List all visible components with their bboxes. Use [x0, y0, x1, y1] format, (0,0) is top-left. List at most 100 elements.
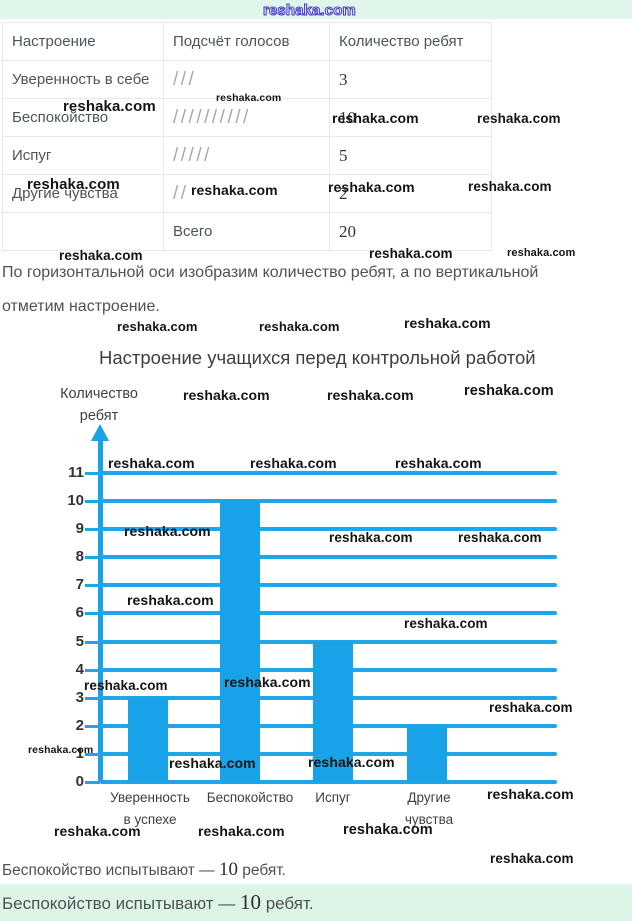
watermark-outline: reshaka.com: [262, 1, 356, 19]
mood-cell: Испуг: [2, 136, 164, 175]
watermark: reshaka.com: [198, 823, 285, 839]
y-axis-label: Количество ребят: [40, 383, 158, 427]
watermark: reshaka.com: [108, 455, 195, 471]
watermark: reshaka.com: [28, 744, 94, 756]
mood-cell: Беспокойство: [2, 98, 164, 137]
gridline: [100, 499, 557, 503]
y-tick-label: 5: [75, 632, 84, 650]
watermark: reshaka.com: [308, 754, 395, 770]
chart-title: Настроение учащихся перед контрольной ра…: [99, 347, 536, 368]
y-tick-label: 4: [75, 660, 84, 678]
gridline: [100, 611, 557, 616]
category-label-line: чувства: [404, 812, 454, 827]
watermark: reshaka.com: [27, 176, 120, 193]
category-label-line: в успехе: [123, 812, 177, 827]
y-tick-label: 0: [75, 773, 84, 790]
y-axis-line: [98, 436, 103, 783]
gridline: [100, 583, 557, 588]
watermark: reshaka.com: [191, 182, 278, 198]
y-axis-label-line-1: Количество: [60, 386, 138, 402]
y-tick: [85, 752, 100, 756]
tally-cell: Всего: [163, 212, 330, 251]
category-label: Уверенность в успехе: [85, 787, 215, 831]
y-tick: [85, 781, 100, 784]
watermark: reshaka.com: [369, 246, 453, 261]
intro-paragraph: По горизонтальной оси изобразим количест…: [2, 256, 630, 324]
y-tick: [85, 668, 100, 672]
watermark: reshaka.com: [127, 592, 214, 608]
watermark: reshaka.com: [216, 92, 282, 104]
y-tick: [85, 640, 100, 644]
column-header: Настроение: [2, 22, 164, 61]
count-cell: 5: [329, 136, 492, 175]
category-label-line: Уверенность: [110, 790, 190, 805]
watermark: reshaka.com: [477, 111, 561, 126]
y-tick-label: 1: [75, 744, 84, 762]
answer-prefix: Беспокойство испытывают —: [2, 894, 240, 913]
table-header-row: Настроение Подсчёт голосов Количество ребя…: [2, 22, 492, 61]
tally-cell: ///: [163, 60, 330, 99]
watermark: reshaka.com: [489, 700, 573, 715]
watermark: reshaka.com: [395, 455, 482, 471]
conclusion-suffix: ребят.: [238, 862, 286, 879]
y-axis-arrow-icon: [91, 424, 109, 441]
watermark: reshaka.com: [328, 179, 415, 195]
gridline: [100, 555, 557, 560]
watermark: reshaka.com: [259, 319, 340, 334]
watermark: reshaka.com: [169, 755, 256, 771]
watermark: reshaka.com: [183, 387, 270, 403]
conclusion-prefix: Беспокойство испытывают —: [2, 862, 219, 879]
category-label: Беспокойство: [185, 787, 315, 809]
watermark: reshaka.com: [54, 823, 141, 839]
intro-line-1: По горизонтальной оси изобразим количест…: [2, 264, 539, 281]
answer-number: 10: [239, 890, 261, 914]
bar: [313, 641, 353, 782]
highlighted-answer-strip: Беспокойство испытывают — 10 ребят.: [0, 884, 632, 921]
y-tick: [85, 696, 100, 700]
watermark: reshaka.com: [59, 248, 143, 263]
column-header: Подсчёт голосов: [163, 22, 330, 61]
watermark: reshaka.com: [332, 110, 419, 126]
tally-cell: //: [163, 174, 330, 213]
watermark: reshaka.com: [468, 179, 552, 194]
column-header: Количество ребят: [329, 22, 492, 61]
watermark: reshaka.com: [224, 674, 311, 690]
y-axis-label-line-2: ребят: [79, 408, 119, 424]
watermark: reshaka.com: [329, 530, 413, 545]
y-tick-label: 8: [75, 548, 84, 566]
watermark: reshaka.com: [404, 616, 488, 631]
watermark: reshaka.com: [327, 387, 414, 403]
watermark: reshaka.com: [343, 822, 433, 838]
answer-suffix: ребят.: [260, 894, 314, 913]
bar: [407, 726, 447, 782]
watermark: reshaka.com: [404, 315, 491, 331]
watermark: reshaka.com: [487, 786, 574, 802]
count-cell: 20: [329, 212, 492, 251]
top-mint-strip: [0, 0, 632, 19]
tally-cell: //////////: [163, 98, 330, 137]
y-tick-label: 11: [68, 463, 84, 481]
y-tick-label: 6: [75, 604, 84, 622]
conclusion-number: 10: [219, 859, 238, 880]
table-row: Испуг/////5: [2, 136, 492, 175]
mood-cell: Уверенность в себе: [2, 60, 164, 99]
bar: [128, 698, 168, 782]
category-label-line: Испуг: [315, 790, 351, 805]
table-row: Беспокойство//////////10: [2, 98, 492, 137]
table-row: Всего 20: [2, 212, 492, 251]
y-tick-label: 3: [75, 688, 84, 706]
watermark: reshaka.com: [250, 455, 337, 471]
mood-cell: Другие чувства: [2, 174, 164, 213]
watermark: reshaka.com: [117, 319, 198, 334]
intro-line-2: отметим настроение.: [2, 298, 160, 315]
conclusion-line: Беспокойство испытывают — 10 ребят.: [2, 858, 286, 883]
y-tick: [85, 584, 100, 588]
category-label-line: Беспокойство: [206, 790, 294, 805]
tally-cell: /////: [163, 136, 330, 175]
watermark: reshaka.com: [124, 523, 211, 539]
tally-table: Настроение Подсчёт голосов Количество ребя…: [2, 22, 492, 251]
bar: [220, 501, 260, 782]
category-label: Испуг: [268, 787, 398, 809]
count-cell: 3: [329, 60, 492, 99]
